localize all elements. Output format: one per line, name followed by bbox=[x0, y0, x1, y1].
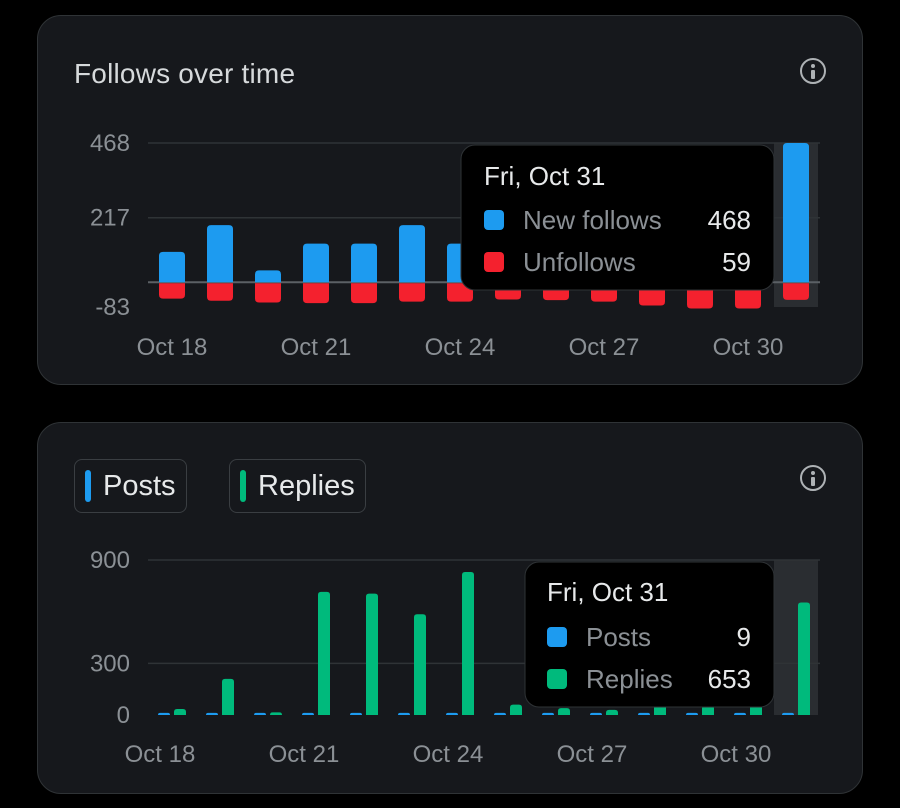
legend-posts-button[interactable]: Posts bbox=[74, 459, 187, 513]
posts-bar bbox=[398, 712, 410, 715]
x-tick-label: Oct 30 bbox=[701, 741, 772, 768]
unfollows-bar bbox=[159, 283, 185, 299]
new-follows-bar bbox=[399, 225, 425, 283]
chart-tooltip bbox=[460, 144, 775, 291]
replies-bar bbox=[318, 591, 330, 715]
new-follows-bar bbox=[783, 143, 809, 283]
y-tick-label: 0 bbox=[117, 702, 130, 729]
y-tick-label: 900 bbox=[90, 547, 130, 574]
replies-bar bbox=[270, 712, 282, 715]
posts-bar bbox=[590, 712, 602, 715]
replies-swatch bbox=[547, 669, 567, 689]
tooltip-label: Unfollows bbox=[523, 247, 636, 277]
posts-bar bbox=[542, 712, 554, 715]
follows-card-title: Follows over time bbox=[74, 58, 296, 89]
posts-bar bbox=[206, 712, 218, 715]
x-tick-label: Oct 21 bbox=[281, 334, 352, 361]
new-follows-swatch bbox=[484, 210, 504, 230]
info-icon[interactable] bbox=[800, 465, 826, 491]
tooltip-value: 468 bbox=[708, 205, 751, 235]
posts-bar bbox=[350, 712, 362, 715]
new-follows-bar bbox=[255, 270, 281, 283]
x-tick-label: Oct 18 bbox=[125, 741, 196, 768]
replies-bar bbox=[510, 704, 522, 715]
posts-bar bbox=[782, 712, 794, 715]
tooltip-label: Replies bbox=[586, 664, 673, 694]
x-tick-label: Oct 30 bbox=[713, 334, 784, 361]
x-tick-label: Oct 27 bbox=[557, 741, 628, 768]
unfollows-bar bbox=[399, 283, 425, 302]
x-tick-label: Oct 24 bbox=[413, 741, 484, 768]
x-tick-label: Oct 27 bbox=[569, 334, 640, 361]
tooltip-value: 9 bbox=[737, 622, 751, 652]
y-tick-label: 217 bbox=[90, 205, 130, 232]
posts-swatch bbox=[547, 627, 567, 647]
new-follows-bar bbox=[159, 251, 185, 283]
tooltip-label: Posts bbox=[586, 622, 651, 652]
replies-bar bbox=[798, 602, 810, 715]
replies-bar bbox=[174, 708, 186, 715]
posts-bar bbox=[734, 712, 746, 715]
tooltip-date: Fri, Oct 31 bbox=[547, 577, 668, 607]
replies-bar bbox=[606, 709, 618, 715]
legend-posts-label: Posts bbox=[103, 469, 176, 502]
legend-replies-button[interactable]: Replies bbox=[229, 459, 366, 513]
unfollows-bar bbox=[303, 283, 329, 304]
posts-bar bbox=[158, 712, 170, 715]
posts-bar bbox=[446, 712, 458, 715]
unfollows-swatch bbox=[484, 252, 504, 272]
tooltip-label: New follows bbox=[523, 205, 662, 235]
replies-bar bbox=[462, 572, 474, 715]
unfollows-bar bbox=[783, 283, 809, 300]
y-tick-label: 468 bbox=[90, 130, 130, 157]
unfollows-bar bbox=[351, 283, 377, 304]
posts-bar bbox=[254, 712, 266, 715]
tooltip-value: 653 bbox=[708, 664, 751, 694]
x-tick-label: Oct 21 bbox=[269, 741, 340, 768]
replies-bar bbox=[414, 614, 426, 715]
tooltip-date: Fri, Oct 31 bbox=[484, 161, 605, 191]
chart-tooltip bbox=[524, 561, 775, 708]
highlight-column bbox=[774, 560, 818, 715]
y-tick-label: -83 bbox=[95, 294, 130, 321]
y-tick-label: 300 bbox=[90, 650, 130, 677]
posts-bar bbox=[686, 712, 698, 715]
x-tick-label: Oct 24 bbox=[425, 334, 496, 361]
replies-bar bbox=[702, 705, 714, 715]
new-follows-bar bbox=[303, 243, 329, 283]
new-follows-bar bbox=[207, 225, 233, 283]
posts-bar bbox=[638, 712, 650, 715]
replies-bar bbox=[558, 708, 570, 715]
tooltip-value: 59 bbox=[722, 247, 751, 277]
new-follows-bar bbox=[351, 243, 377, 283]
x-tick-label: Oct 18 bbox=[137, 334, 208, 361]
posts-bar bbox=[494, 712, 506, 715]
legend-replies-label: Replies bbox=[258, 469, 355, 502]
replies-swatch bbox=[240, 470, 246, 502]
posts-bar bbox=[302, 712, 314, 715]
unfollows-bar bbox=[255, 283, 281, 303]
unfollows-bar bbox=[207, 283, 233, 301]
posts-swatch bbox=[85, 470, 91, 502]
unfollows-bar bbox=[447, 283, 473, 302]
replies-bar bbox=[366, 593, 378, 715]
replies-bar bbox=[222, 678, 234, 715]
info-icon[interactable] bbox=[800, 58, 826, 84]
